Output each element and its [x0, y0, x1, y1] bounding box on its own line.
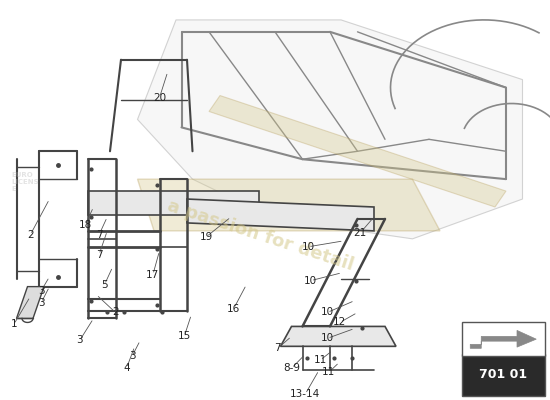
Text: a passion for detail: a passion for detail: [165, 197, 356, 275]
Text: 11: 11: [322, 367, 335, 377]
Text: 2: 2: [27, 230, 34, 240]
Text: 20: 20: [153, 92, 166, 102]
Text: 12: 12: [333, 318, 346, 328]
Text: 10: 10: [321, 333, 334, 343]
Polygon shape: [187, 199, 374, 231]
Polygon shape: [138, 20, 522, 239]
FancyBboxPatch shape: [462, 322, 544, 356]
Text: 19: 19: [200, 232, 213, 242]
Text: 10: 10: [301, 242, 315, 252]
Polygon shape: [209, 96, 506, 207]
Text: 3: 3: [129, 351, 135, 361]
Text: 4: 4: [123, 363, 130, 373]
Text: EURO
LICENS
E: EURO LICENS E: [11, 172, 38, 192]
Polygon shape: [280, 326, 396, 346]
Text: 16: 16: [227, 304, 240, 314]
Text: 7: 7: [96, 250, 102, 260]
Text: 15: 15: [178, 331, 191, 341]
Text: 7: 7: [96, 230, 102, 240]
Text: 17: 17: [146, 270, 160, 280]
Text: 21: 21: [354, 228, 367, 238]
Text: 701 01: 701 01: [479, 368, 527, 382]
Text: 18: 18: [79, 220, 92, 230]
Text: 10: 10: [304, 276, 317, 286]
Polygon shape: [16, 287, 44, 318]
Text: 11: 11: [314, 355, 327, 365]
Text: 2: 2: [112, 308, 119, 318]
Text: 13-14: 13-14: [290, 389, 320, 399]
Polygon shape: [470, 330, 536, 348]
Text: 7: 7: [274, 343, 281, 353]
Text: 5: 5: [101, 280, 108, 290]
Text: 3: 3: [38, 298, 45, 308]
Text: 1: 1: [10, 320, 17, 330]
Text: 3: 3: [38, 286, 45, 296]
Polygon shape: [138, 179, 440, 231]
Text: 8-9: 8-9: [283, 363, 300, 373]
Polygon shape: [88, 191, 258, 215]
FancyBboxPatch shape: [462, 354, 544, 396]
Text: 3: 3: [76, 335, 83, 345]
Text: 10: 10: [321, 308, 334, 318]
